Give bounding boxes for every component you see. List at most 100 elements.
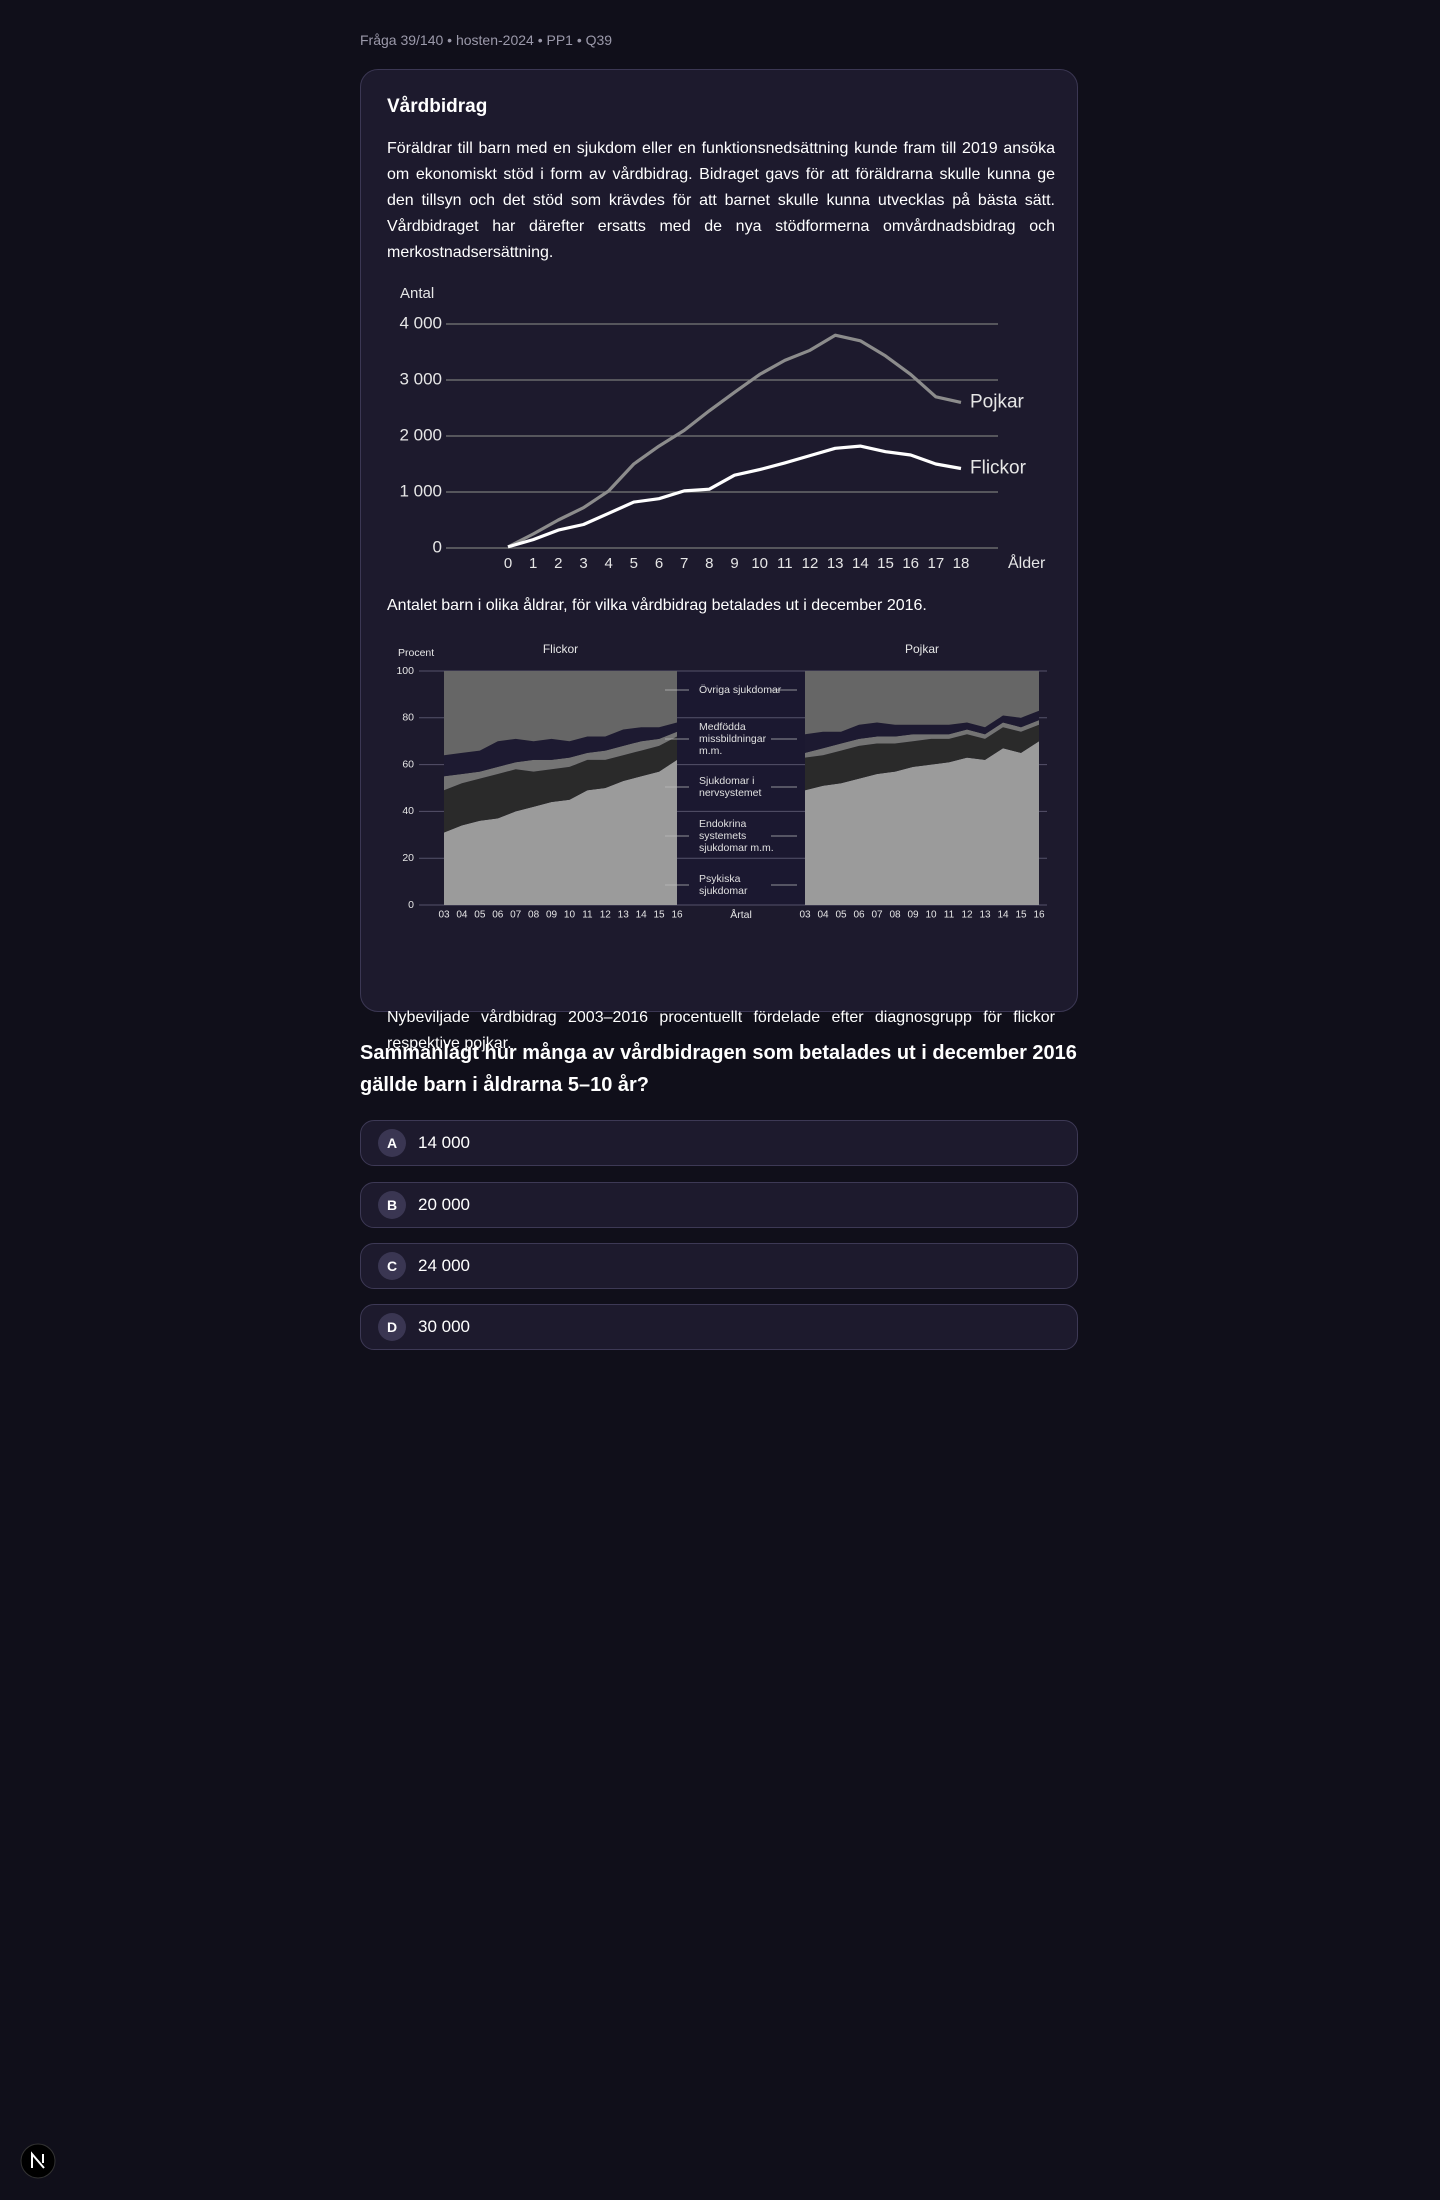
y-tick-label: 60 xyxy=(402,758,414,770)
x-tick-label: 04 xyxy=(456,910,468,921)
legend-label: Endokrina systemets sjukdomar m.m. xyxy=(699,818,774,854)
x-tick-label: 15 xyxy=(654,910,666,921)
y-axis-label: Procent xyxy=(398,647,434,659)
x-tick-label: 7 xyxy=(680,555,688,572)
x-tick-label: 16 xyxy=(671,910,683,921)
option-letter: A xyxy=(378,1129,406,1157)
x-tick-label: 6 xyxy=(655,555,663,572)
answer-option[interactable]: A 14 000 xyxy=(360,1120,1078,1166)
x-tick-label: 07 xyxy=(871,910,883,921)
series-label: Pojkar xyxy=(970,391,1025,412)
option-letter: C xyxy=(378,1252,406,1280)
y-axis-label: Antal xyxy=(400,285,434,302)
x-tick-label: 06 xyxy=(492,910,504,921)
series-label: Flickor xyxy=(970,457,1027,478)
option-text: 20 000 xyxy=(418,1195,470,1214)
logo xyxy=(31,2151,45,2169)
stacked-area xyxy=(444,736,677,833)
stacked-area xyxy=(444,671,677,756)
x-tick-label: 9 xyxy=(730,555,738,572)
stacked-area xyxy=(444,722,677,777)
x-tick-label: 13 xyxy=(979,910,991,921)
y-tick-label: 2 000 xyxy=(399,425,442,444)
answer-option[interactable]: C 24 000 xyxy=(360,1243,1078,1289)
x-tick-label: 14 xyxy=(997,910,1009,921)
stacked-area xyxy=(805,724,1039,791)
stacked-area xyxy=(805,671,1039,735)
y-tick-label: 3 000 xyxy=(399,369,442,388)
legend-label: Psykiska sjukdomar xyxy=(699,873,748,897)
breadcrumb: Fråga 39/140 • hosten-2024 • PP1 • Q39 xyxy=(360,32,613,48)
x-tick-label: 16 xyxy=(902,555,919,572)
x-tick-label: 11 xyxy=(582,910,593,921)
x-tick-label: 5 xyxy=(630,555,638,572)
y-tick-label: 40 xyxy=(402,805,414,817)
x-tick-label: 1 xyxy=(529,555,537,572)
legend-panel xyxy=(677,671,805,905)
x-tick-label: 08 xyxy=(528,910,540,921)
answer-option[interactable]: D 30 000 xyxy=(360,1304,1078,1350)
x-tick-label: 4 xyxy=(604,555,612,572)
x-tick-label: 05 xyxy=(835,910,847,921)
y-tick-label: 0 xyxy=(433,537,442,556)
y-tick-label: 100 xyxy=(396,665,414,677)
x-tick-label: 13 xyxy=(827,555,844,572)
area-chart-wrap: Procent 0 20 40 60 80 100 Flickor 03 04 05 06 07 08 09… xyxy=(387,639,1055,929)
passage-title: Vårdbidrag xyxy=(387,96,488,117)
x-tick-label: 0 xyxy=(504,555,512,572)
x-axis-label: Årtal xyxy=(730,908,752,921)
chart-caption: Antalet barn i olika åldrar, för vilka v… xyxy=(387,597,927,614)
x-tick-label: 11 xyxy=(944,910,955,921)
x-tick-label: 06 xyxy=(853,910,865,921)
x-tick-label: 14 xyxy=(636,910,648,921)
dev-indicator[interactable] xyxy=(20,2143,56,2179)
stacked-area xyxy=(444,759,677,905)
x-tick-label: 12 xyxy=(961,910,973,921)
x-tick-label: 09 xyxy=(546,910,558,921)
y-tick-label: 20 xyxy=(402,852,414,864)
x-tick-label: 10 xyxy=(564,910,576,921)
x-tick-label: 18 xyxy=(953,555,970,572)
x-tick-label: 16 xyxy=(1033,910,1045,921)
x-tick-label: 11 xyxy=(777,555,793,572)
x-tick-label: 12 xyxy=(600,910,612,921)
option-letter: D xyxy=(378,1313,406,1341)
panel-title: Pojkar xyxy=(905,642,939,656)
area-chart: Procent 0 20 40 60 80 100 Flickor 03 04 05 06 07 08 09… xyxy=(396,642,1047,921)
x-tick-label: 09 xyxy=(907,910,919,921)
x-tick-label: 14 xyxy=(852,555,869,572)
legend-label: Sjukdomar i nervsystemet xyxy=(699,775,762,799)
y-tick-label: 80 xyxy=(402,712,414,724)
stacked-area xyxy=(805,741,1039,905)
option-text: 24 000 xyxy=(418,1256,470,1275)
option-letter: B xyxy=(378,1191,406,1219)
chart-caption: Nybeviljade vårdbidrag 2003–2016 procent… xyxy=(387,1009,1055,1052)
x-axis-label: Ålder xyxy=(1008,553,1046,572)
series-line xyxy=(507,444,962,549)
x-tick-label: 04 xyxy=(817,910,829,921)
x-tick-label: 10 xyxy=(925,910,937,921)
stacked-area xyxy=(805,710,1039,753)
option-text: 14 000 xyxy=(418,1133,470,1152)
answer-option[interactable]: B 20 000 xyxy=(360,1182,1078,1228)
stacked-area xyxy=(444,731,677,791)
legend-label: Övriga sjukdomar xyxy=(699,684,782,696)
question-text: Sammanlagt hur många av vårdbidragen som… xyxy=(360,1042,1077,1096)
x-tick-label: 13 xyxy=(618,910,630,921)
x-tick-label: 15 xyxy=(1015,910,1027,921)
x-tick-label: 08 xyxy=(889,910,901,921)
option-text: 30 000 xyxy=(418,1317,470,1336)
x-tick-label: 10 xyxy=(751,555,768,572)
x-tick-label: 8 xyxy=(705,555,713,572)
x-tick-label: 17 xyxy=(927,555,944,572)
x-tick-label: 03 xyxy=(438,910,450,921)
x-tick-label: 05 xyxy=(474,910,486,921)
series-line xyxy=(507,333,962,549)
x-tick-label: 12 xyxy=(802,555,819,572)
passage-card: Vårdbidrag Föräldrar till barn med en sj… xyxy=(360,69,1078,1052)
x-tick-label: 3 xyxy=(579,555,587,572)
x-tick-label: 2 xyxy=(554,555,562,572)
